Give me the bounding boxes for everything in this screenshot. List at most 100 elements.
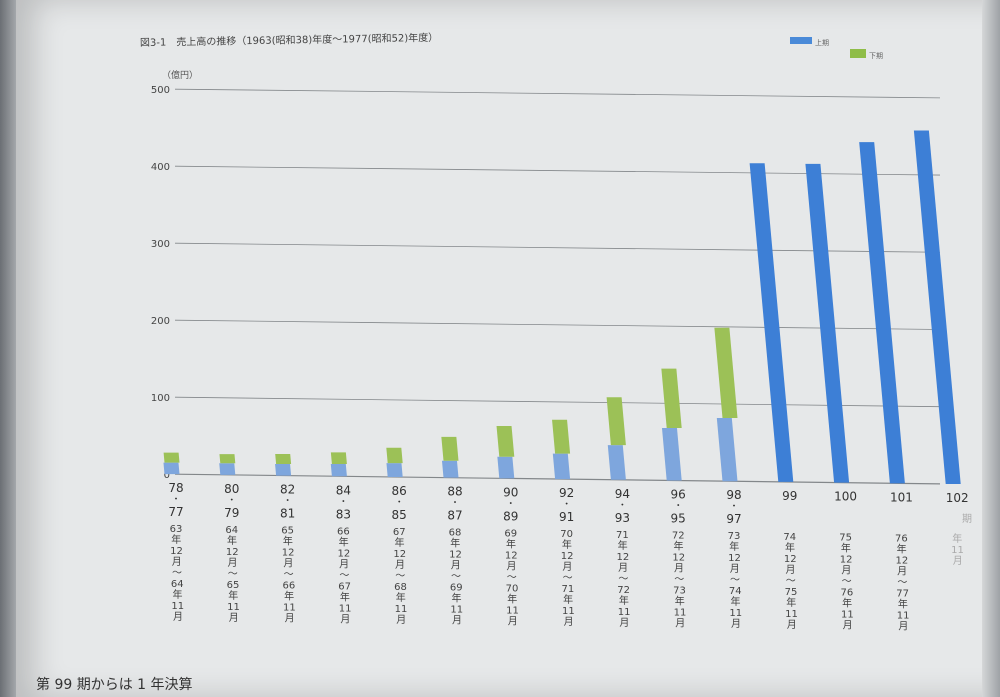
x-tick-separator: ・ xyxy=(450,499,459,509)
bar-second-half xyxy=(552,419,571,454)
bar-first-half xyxy=(330,463,347,477)
bar-first-half xyxy=(163,462,180,475)
bar-second-half xyxy=(661,368,682,429)
bar-first-half xyxy=(716,417,738,482)
x-tick-label: 101 xyxy=(890,490,913,504)
bar-second-half xyxy=(163,452,180,463)
x-tick-label: 78 xyxy=(168,481,183,495)
gridline-400 xyxy=(174,165,941,176)
x-tick-label: 90 xyxy=(503,485,518,499)
bar-first-half xyxy=(386,463,403,477)
x-tick-label: 87 xyxy=(447,509,462,523)
bar-full-year xyxy=(913,130,961,485)
period-label: 68 年 12 月〜 69 年 11 月 xyxy=(449,528,463,627)
x-tick-label: 100 xyxy=(834,490,857,504)
bar-second-half xyxy=(275,453,292,465)
period-label: 64 年 12 月〜 65 年 11 月 xyxy=(225,525,239,624)
period-label: 74 年 12 月〜 75 年 11 月 xyxy=(783,532,797,631)
period-label: 73 年 12 月〜 74 年 11 月 xyxy=(728,531,742,630)
x-tick-label: 92 xyxy=(559,486,574,500)
period-label: 75 年 12 月〜 76 年 11 月 xyxy=(839,533,853,632)
chart-title: 図3-1 売上高の推移（1963(昭和38)年度～1977(昭和52)年度） xyxy=(140,31,438,49)
bar-first-half xyxy=(552,453,571,480)
x-tick-label: 89 xyxy=(503,509,518,523)
x-tick-label: 82 xyxy=(280,483,295,497)
x-tick-separator: ・ xyxy=(339,497,348,507)
x-tick-label: 91 xyxy=(559,510,574,524)
bar-first-half xyxy=(275,464,292,476)
x-tick-label: 79 xyxy=(224,506,239,520)
period-label: 69 年 12 月〜 70 年 11 月 xyxy=(504,528,518,627)
x-tick-separator: ・ xyxy=(395,498,404,508)
x-tick-label: 77 xyxy=(168,505,183,519)
legend-label-first-half: 上期 xyxy=(815,38,829,47)
x-tick-label: 84 xyxy=(336,483,351,497)
bar-first-half xyxy=(497,456,515,479)
gridline-100 xyxy=(174,396,941,408)
x-tick-separator: ・ xyxy=(506,499,515,509)
period-label: 67 年 12 月〜 68 年 11 月 xyxy=(393,527,407,626)
bar-first-half xyxy=(441,460,459,478)
bar-full-year xyxy=(805,163,850,483)
x-tick-separator: ・ xyxy=(618,501,627,511)
y-tick-label: 400 xyxy=(151,162,170,173)
x-tick-label: 88 xyxy=(447,485,462,499)
bars-group xyxy=(163,130,961,485)
bar-first-half xyxy=(607,445,626,480)
x-tick-separator: ・ xyxy=(227,496,236,506)
x-tick-label: 81 xyxy=(280,507,295,521)
period-label: 66 年 12 月〜 67 年 11 月 xyxy=(337,526,351,625)
bar-first-half xyxy=(219,463,236,475)
period-label: 年 11 月 xyxy=(951,532,964,567)
x-tick-label: 83 xyxy=(336,507,351,521)
x-tick-separator: ・ xyxy=(674,502,683,512)
x-tick-separator: ・ xyxy=(562,500,571,510)
x-tick-label: 99 xyxy=(782,489,797,503)
bar-second-half xyxy=(606,397,626,446)
period-label: 70 年 12 月〜 71 年 11 月 xyxy=(560,529,574,628)
bar-first-half xyxy=(661,428,682,481)
gridline-500 xyxy=(174,88,941,99)
bar-second-half xyxy=(441,436,459,461)
bar-second-half xyxy=(496,425,515,457)
x-tick-label: 98 xyxy=(726,488,741,502)
x-tick-label: 80 xyxy=(224,482,239,496)
x-tick-separator: ・ xyxy=(729,502,738,512)
x-tick-label: 102 xyxy=(946,491,969,505)
period-label: 65 年 12 月〜 66 年 11 月 xyxy=(281,526,295,625)
y-tick-label: 200 xyxy=(151,316,170,327)
bar-full-year xyxy=(859,142,905,484)
footnote: 第 99 期からは 1 年決算 xyxy=(36,677,193,693)
legend-label-second-half: 下期 xyxy=(869,52,883,60)
x-tick-label: 97 xyxy=(726,512,741,526)
period-label: 63 年 12 月〜 64 年 11 月 xyxy=(170,524,184,623)
x-axis-label: 期 xyxy=(962,513,972,525)
y-tick-label: 500 xyxy=(151,85,170,96)
x-tick-label: 96 xyxy=(671,488,686,502)
x-tick-separator: ・ xyxy=(171,495,180,505)
y-tick-label: 100 xyxy=(151,393,170,404)
legend-swatch-first-half xyxy=(790,37,812,44)
period-label: 71 年 12 月〜 72 年 11 月 xyxy=(616,530,630,629)
legend: 上期 下期 xyxy=(790,37,883,60)
x-tick-label: 95 xyxy=(671,512,686,526)
gridline-200 xyxy=(174,319,941,330)
page-edge xyxy=(982,0,1000,697)
x-tick-label: 94 xyxy=(615,487,630,501)
bar-second-half xyxy=(219,454,236,464)
bar-second-half xyxy=(714,327,738,418)
bar-second-half xyxy=(386,447,403,464)
y-tick-label: 0 xyxy=(164,470,170,481)
legend-swatch-second-half xyxy=(850,49,866,58)
x-tick-label: 85 xyxy=(392,508,407,522)
x-tick-label: 86 xyxy=(392,484,407,498)
x-tick-separator: ・ xyxy=(283,497,292,507)
y-axis-label: （億円） xyxy=(162,69,198,81)
period-label: 72 年 12 月〜 73 年 11 月 xyxy=(672,531,686,630)
gridline-300 xyxy=(174,242,941,253)
bar-full-year xyxy=(749,163,794,482)
period-label: 76 年 12 月〜 77 年 11 月 xyxy=(895,533,909,632)
x-tick-label: 93 xyxy=(615,511,630,525)
